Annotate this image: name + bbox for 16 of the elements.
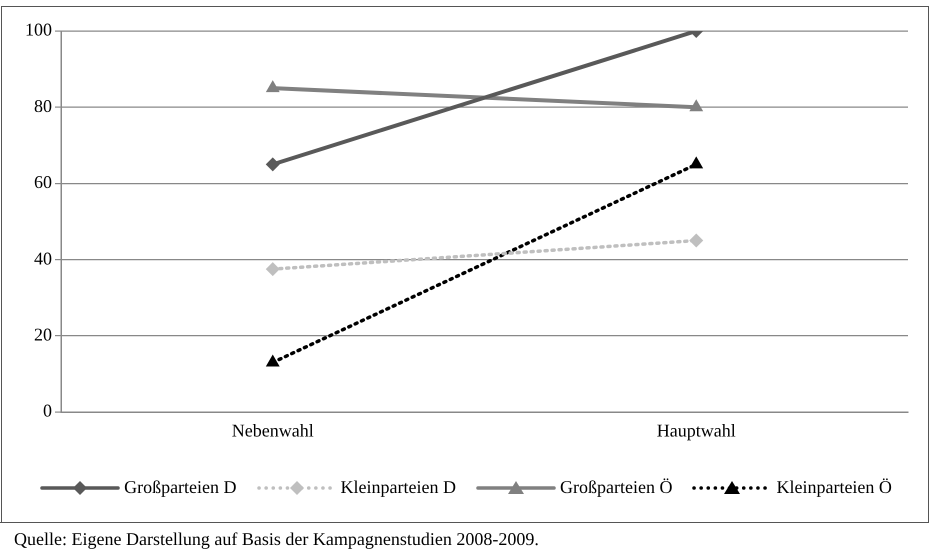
y-tick-label: 40	[34, 248, 52, 268]
legend-label: Kleinparteien Ö	[776, 477, 892, 498]
point	[689, 234, 704, 248]
point	[266, 157, 280, 172]
point	[266, 262, 280, 276]
x-tick-label: Hauptwahl	[656, 420, 736, 441]
y-tick-label: 0	[43, 400, 52, 421]
y-tick-label: 100	[25, 20, 52, 40]
y-tick-label: 80	[34, 96, 52, 116]
y-tick-label: 60	[34, 172, 52, 192]
y-tick-label: 20	[34, 324, 52, 345]
legend-label: Kleinparteien D	[340, 477, 456, 498]
legend-label: Großparteien Ö	[560, 477, 672, 498]
legend-label: Großparteien D	[124, 477, 237, 498]
x-tick-label: Nebenwahl	[232, 420, 314, 441]
source-note: Quelle: Eigene Darstellung auf Basis der Kampagnenstudien 2008-2009.	[13, 528, 540, 550]
